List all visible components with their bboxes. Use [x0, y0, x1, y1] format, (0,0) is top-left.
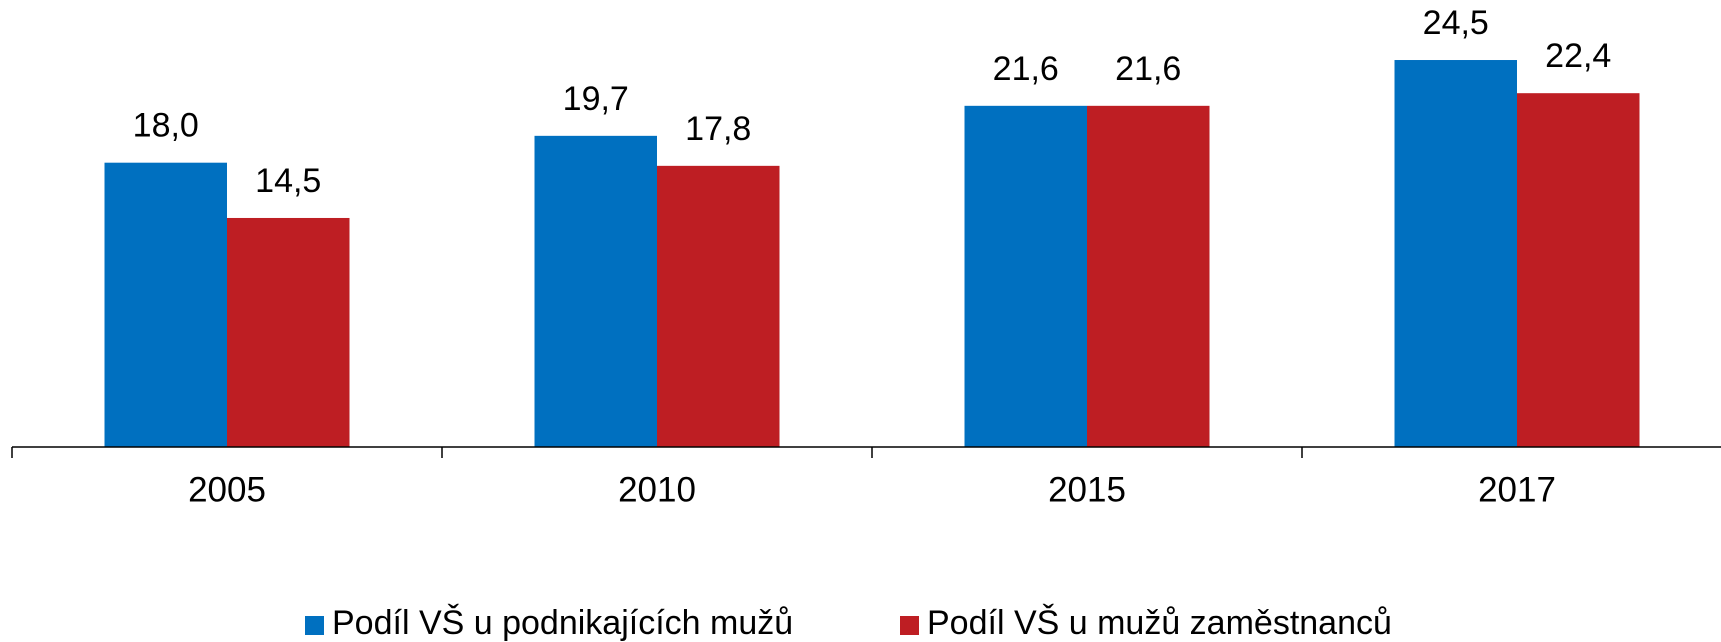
x-tick-label: 2005	[188, 470, 266, 509]
x-tick-label: 2010	[618, 470, 696, 509]
bar	[534, 135, 657, 447]
bar	[104, 162, 227, 448]
bar	[1517, 93, 1640, 448]
value-label: 14,5	[255, 162, 321, 200]
x-tick-label: 2017	[1478, 470, 1556, 509]
value-label: 19,7	[563, 80, 629, 118]
bar	[1087, 105, 1210, 448]
legend-label: Podíl VŠ u mužů zaměstnanců	[927, 604, 1392, 642]
value-label: 24,5	[1423, 4, 1489, 42]
value-label: 21,6	[993, 50, 1059, 88]
bar	[657, 165, 780, 447]
x-tick-label: 2015	[1048, 470, 1126, 509]
value-label: 21,6	[1115, 50, 1181, 88]
legend-label: Podíl VŠ u podnikajících mužů	[332, 604, 793, 642]
legend-swatch	[900, 616, 919, 635]
bar	[964, 105, 1087, 448]
value-label: 18,0	[133, 107, 199, 145]
legend-swatch	[305, 616, 324, 635]
value-label: 17,8	[685, 110, 751, 148]
bar	[227, 217, 350, 447]
bar	[1394, 60, 1517, 447]
value-label: 22,4	[1545, 37, 1611, 75]
